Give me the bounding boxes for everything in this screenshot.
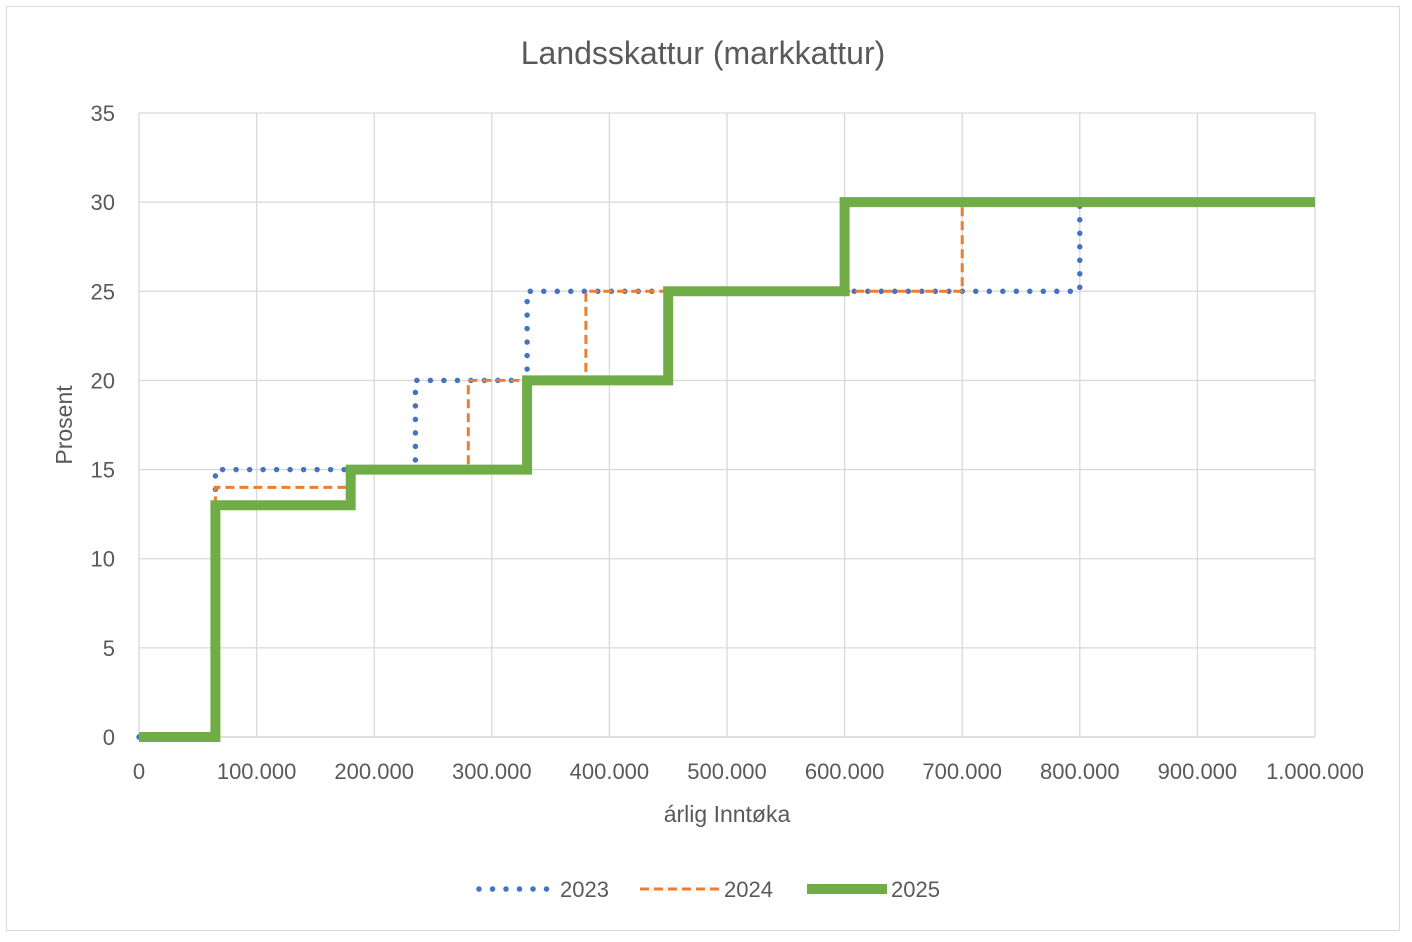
x-tick-label: 900.000	[1158, 759, 1238, 784]
chart-title: Landsskattur (markkattur)	[521, 35, 886, 71]
x-tick-label: 200.000	[334, 759, 414, 784]
x-tick-label: 1.000.000	[1266, 759, 1364, 784]
x-tick-label: 300.000	[452, 759, 532, 784]
y-tick-label: 15	[91, 458, 115, 483]
y-tick-label: 25	[91, 279, 115, 304]
x-tick-label: 500.000	[687, 759, 767, 784]
x-axis-label: árlig Inntøka	[664, 801, 791, 827]
x-tick-label: 600.000	[805, 759, 885, 784]
y-tick-label: 35	[91, 101, 115, 126]
legend-label-2024: 2024	[724, 877, 773, 902]
legend: 2023 2024 2025	[476, 877, 940, 902]
y-tick-label: 20	[91, 368, 115, 393]
legend-label-2023: 2023	[560, 877, 609, 902]
x-tick-label: 400.000	[570, 759, 650, 784]
y-axis-label: Prosent	[51, 385, 77, 465]
axes: 0 5 10 15 20 25 30 35 0 100.000 200.000 300.000 400.…	[91, 101, 1364, 784]
x-tick-label: 0	[133, 759, 145, 784]
y-tick-label: 0	[103, 725, 115, 750]
y-tick-label: 30	[91, 190, 115, 215]
y-tick-label: 10	[91, 547, 115, 572]
x-tick-label: 800.000	[1040, 759, 1120, 784]
x-tick-label: 700.000	[922, 759, 1002, 784]
series-group	[136, 197, 1318, 742]
series-line-2025	[139, 197, 1315, 742]
legend-label-2025: 2025	[891, 877, 940, 902]
y-tick-label: 5	[103, 636, 115, 661]
x-tick-label: 100.000	[217, 759, 297, 784]
